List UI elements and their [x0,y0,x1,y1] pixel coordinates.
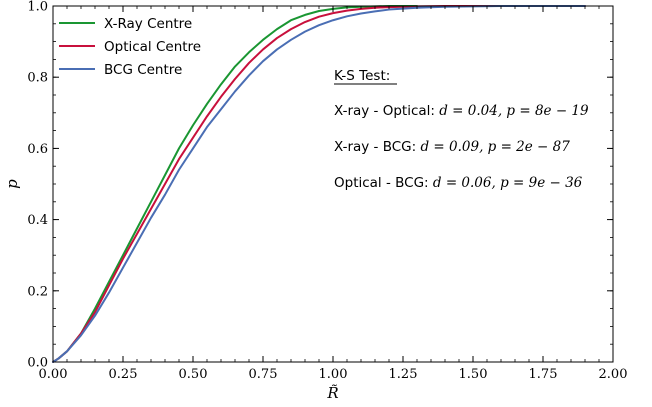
axes: 0.00 0.25 0.50 0.75 1.00 1.25 1.50 1.75 2.00 0.0 0… [3,0,627,402]
y-tick-label: 0.6 [27,142,48,157]
x-tick-label: 1.25 [389,367,418,382]
legend: X-Ray Centre Optical Centre BCG Centre [59,16,201,78]
x-tick-label: 0.25 [109,367,138,382]
legend-label-1: Optical Centre [104,39,201,55]
x-tick-label: 1.75 [529,367,558,382]
ks-line-xray-bcg: X-ray - BCG: d = 0.09, p = 2e − 87 [334,139,570,155]
legend-label-2: BCG Centre [104,62,182,78]
y-tick-label: 0.8 [27,71,48,86]
ks-test-heading: K-S Test: [334,68,390,84]
series-line-2 [52,5,586,363]
x-axis-title: R̃ [326,384,338,402]
ks-line-optical-bcg: Optical - BCG: d = 0.06, p = 9e − 36 [334,175,583,191]
legend-label-0: X-Ray Centre [104,16,192,32]
x-tick-label: 2.00 [599,367,628,382]
x-tick-label: 0.00 [39,367,68,382]
y-tick-label: 1.0 [27,0,48,15]
ks-line-optical-bcg-stats: d = 0.06, p = 9e − 36 [433,175,583,191]
y-tick-label: 0.4 [27,213,48,228]
y-tick-label: 0.2 [27,284,48,299]
ks-line-optical-bcg-label: Optical - BCG: [334,175,433,191]
y-tick-label: 0.0 [27,356,48,371]
series-line-0 [52,5,418,363]
ks-line-xray-optical-stats: d = 0.04, p = 8e − 19 [439,103,589,119]
ks-line-xray-bcg-stats: d = 0.09, p = 2e − 87 [420,139,570,155]
ks-line-xray-optical: X-ray - Optical: d = 0.04, p = 8e − 19 [334,103,589,119]
x-tick-label: 0.50 [179,367,208,382]
x-tick-label: 1.50 [459,367,488,382]
ks-test-annotation: K-S Test: X-ray - Optical: d = 0.04, p =… [334,68,589,191]
ks-line-xray-bcg-label: X-ray - BCG: [334,139,420,155]
ks-line-xray-optical-label: X-ray - Optical: [334,103,439,119]
x-tick-label: 1.00 [319,367,348,382]
x-tick-label: 0.75 [249,367,278,382]
y-axis-title: p [3,179,21,189]
